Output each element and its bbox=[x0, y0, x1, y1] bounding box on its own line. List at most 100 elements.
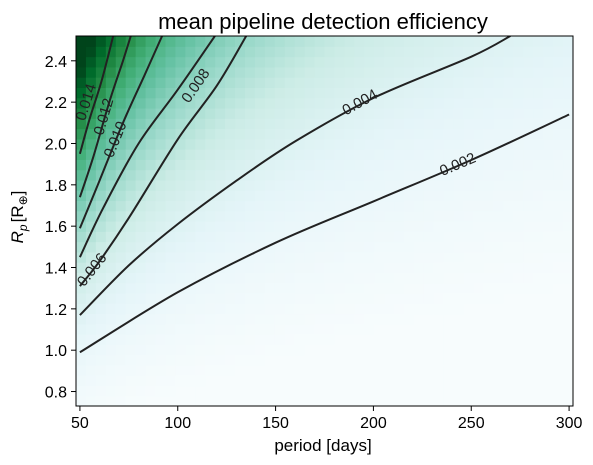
heatmap-cell bbox=[473, 128, 485, 140]
heatmap-cell bbox=[473, 292, 485, 304]
heatmap-cell bbox=[503, 231, 514, 243]
heatmap-cell bbox=[503, 159, 514, 171]
heatmap-cell bbox=[215, 36, 226, 47]
contour-line bbox=[78, 36, 164, 229]
heatmap-cell bbox=[215, 282, 226, 294]
heatmap-cell bbox=[334, 138, 345, 150]
heatmap-cell bbox=[175, 190, 186, 202]
heatmap-cell bbox=[563, 231, 573, 243]
heatmap-cell bbox=[443, 118, 455, 130]
heatmap-cell bbox=[453, 344, 465, 356]
heatmap-cell bbox=[264, 385, 276, 397]
heatmap-cell bbox=[344, 87, 355, 99]
heatmap-cell bbox=[433, 375, 445, 387]
heatmap-cell bbox=[423, 87, 435, 99]
heatmap-cell bbox=[155, 385, 167, 397]
heatmap-cell bbox=[225, 221, 236, 232]
heatmap-cell bbox=[294, 344, 306, 356]
heatmap-cell bbox=[264, 87, 276, 99]
heatmap-cell bbox=[314, 128, 326, 140]
heatmap-cell bbox=[175, 77, 186, 88]
heatmap-cell bbox=[254, 221, 266, 232]
heatmap-cell bbox=[473, 118, 485, 130]
heatmap-cell bbox=[165, 303, 176, 315]
heatmap-cell bbox=[294, 118, 306, 130]
heatmap-cell bbox=[225, 364, 236, 376]
heatmap-cell bbox=[553, 66, 564, 78]
heatmap-cell bbox=[185, 344, 196, 356]
heatmap-cell bbox=[374, 241, 385, 253]
heatmap-cell bbox=[195, 375, 206, 387]
heatmap-cell bbox=[404, 200, 415, 212]
heatmap-cell bbox=[354, 221, 365, 232]
heatmap-cell bbox=[364, 179, 375, 191]
heatmap-cell bbox=[274, 385, 286, 397]
heatmap-cell bbox=[135, 36, 147, 47]
heatmap-cell bbox=[523, 190, 534, 202]
heatmap-cell bbox=[76, 159, 87, 171]
heatmap-cell bbox=[443, 323, 455, 335]
heatmap-cell bbox=[404, 221, 415, 232]
heatmap-cell bbox=[115, 395, 127, 406]
heatmap-cell bbox=[175, 262, 186, 273]
heatmap-cell bbox=[115, 179, 127, 191]
heatmap-cell bbox=[463, 231, 475, 243]
heatmap-cell bbox=[553, 46, 564, 58]
heatmap-cell bbox=[215, 200, 226, 212]
heatmap-cell bbox=[85, 118, 97, 130]
heatmap-cell bbox=[254, 190, 266, 202]
heatmap-cell bbox=[205, 46, 216, 58]
heatmap-cell bbox=[433, 282, 445, 294]
heatmap-cell bbox=[304, 128, 316, 140]
heatmap-cell bbox=[404, 66, 415, 78]
heatmap-cell bbox=[324, 344, 336, 356]
heatmap-cell bbox=[443, 385, 455, 397]
heatmap-cell bbox=[76, 344, 87, 356]
heatmap-cell bbox=[254, 364, 266, 376]
heatmap-cell bbox=[374, 395, 385, 406]
heatmap-cell bbox=[443, 66, 455, 78]
heatmap-cell bbox=[165, 190, 176, 202]
heatmap-cell bbox=[364, 364, 375, 376]
heatmap-cell bbox=[105, 169, 117, 181]
heatmap-cell bbox=[553, 241, 564, 253]
heatmap-cell bbox=[175, 241, 186, 253]
heatmap-cell bbox=[145, 292, 157, 304]
plot-frame bbox=[75, 35, 574, 407]
heatmap-cell bbox=[205, 97, 216, 109]
heatmap-cell bbox=[195, 169, 206, 181]
heatmap-cell bbox=[254, 251, 266, 263]
heatmap-cell bbox=[443, 292, 455, 304]
heatmap-cell bbox=[523, 159, 534, 171]
heatmap-cell bbox=[384, 313, 395, 325]
heatmap-cell bbox=[145, 251, 157, 263]
heatmap-cell bbox=[225, 138, 236, 150]
y-tick-label: 0.8 bbox=[45, 385, 67, 402]
heatmap-cell bbox=[493, 87, 505, 99]
heatmap-cell bbox=[274, 56, 286, 68]
heatmap-cell bbox=[314, 190, 326, 202]
heatmap-cell bbox=[483, 375, 495, 387]
heatmap-cell bbox=[185, 272, 196, 284]
heatmap-cell bbox=[493, 169, 505, 181]
heatmap-cell bbox=[244, 149, 256, 160]
heatmap-cell bbox=[195, 36, 206, 47]
heatmap-cell bbox=[324, 231, 336, 243]
heatmap-cell bbox=[473, 262, 485, 273]
heatmap-cell bbox=[523, 221, 534, 232]
heatmap-cell bbox=[364, 149, 375, 160]
heatmap-cell bbox=[105, 66, 117, 78]
heatmap-cell bbox=[364, 251, 375, 263]
heatmap-cell bbox=[125, 344, 137, 356]
heatmap-cell bbox=[155, 97, 167, 109]
heatmap-cell bbox=[473, 169, 485, 181]
heatmap-cell bbox=[304, 303, 316, 315]
heatmap-cell bbox=[453, 385, 465, 397]
heatmap-cell bbox=[304, 241, 316, 253]
heatmap-cell bbox=[105, 46, 117, 58]
heatmap-cell bbox=[155, 303, 167, 315]
heatmap-cell bbox=[394, 128, 405, 140]
heatmap-cell bbox=[493, 56, 505, 68]
heatmap-cell bbox=[274, 313, 286, 325]
